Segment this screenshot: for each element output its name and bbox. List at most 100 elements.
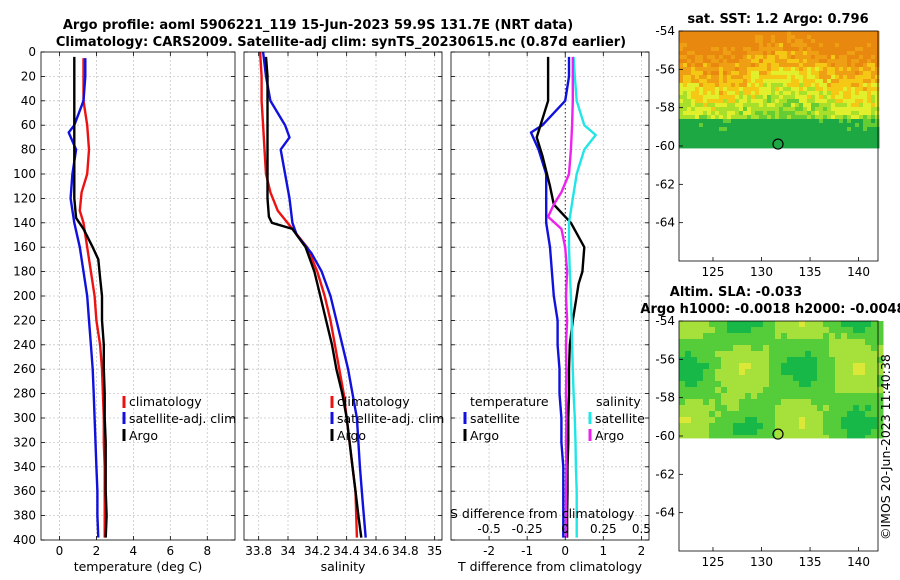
heatmap-cell (687, 107, 692, 112)
heatmap-cell (855, 59, 860, 64)
heatmap-cell (683, 35, 688, 40)
heatmap-cell (839, 111, 844, 116)
heatmap-cell (853, 357, 860, 364)
sst-map-panel: 125 130 135 140-54-56-58-60-62-64 (655, 24, 880, 279)
heatmap-cell (779, 119, 784, 124)
heatmap-cell (865, 321, 872, 328)
heatmap-cell (697, 351, 704, 358)
heatmap-cell (811, 91, 816, 96)
y-tick-label: 20 (21, 69, 36, 83)
heatmap-cell (877, 411, 884, 418)
heatmap-cell (759, 39, 764, 44)
heatmap-cell (807, 107, 812, 112)
heatmap-cell (727, 435, 734, 439)
heatmap-cell (819, 75, 824, 80)
heatmap-cell (703, 35, 708, 40)
heatmap-cell (679, 71, 684, 76)
heatmap-cell (687, 31, 692, 36)
heatmap-cell (743, 35, 748, 40)
heatmap-cell (853, 411, 860, 418)
heatmap-cell (815, 123, 820, 128)
heatmap-cell (823, 135, 828, 140)
heatmap-cell (859, 139, 864, 144)
heatmap-cell (763, 405, 770, 412)
heatmap-cell (691, 51, 696, 56)
heatmap-cell (715, 119, 720, 124)
heatmap-cell (735, 95, 740, 100)
heatmap-cell (703, 351, 710, 358)
heatmap-cell (733, 363, 740, 370)
heatmap-cell (781, 423, 788, 430)
heatmap-cell (719, 43, 724, 48)
heatmap-cell (755, 79, 760, 84)
heatmap-cell (805, 381, 812, 388)
heatmap-cell (727, 67, 732, 72)
heatmap-cell (871, 393, 878, 400)
heatmap-cell (851, 99, 856, 104)
heatmap-cell (687, 83, 692, 88)
heatmap-cell (875, 119, 880, 124)
heatmap-cell (819, 39, 824, 44)
heatmap-cell (735, 123, 740, 128)
heatmap-cell (695, 135, 700, 140)
heatmap-cell (687, 91, 692, 96)
heatmap-cell (865, 423, 872, 430)
heatmap-cell (791, 35, 796, 40)
heatmap-cell (707, 127, 712, 132)
heatmap-cell (695, 91, 700, 96)
heatmap-cell (827, 39, 832, 44)
heatmap-cell (823, 345, 830, 352)
heatmap-cell (871, 55, 876, 60)
heatmap-cell (783, 59, 788, 64)
heatmap-cell (679, 135, 684, 140)
heatmap-cell (733, 399, 740, 406)
heatmap-cell (759, 107, 764, 112)
heatmap-cell (853, 327, 860, 334)
heatmap-cell (747, 79, 752, 84)
heatmap-cell (775, 393, 782, 400)
heatmap-cell (829, 351, 836, 358)
heatmap-cell (711, 143, 716, 148)
heatmap-cell (691, 357, 698, 364)
heatmap-cell (863, 83, 868, 88)
heatmap-cell (815, 107, 820, 112)
heatmap-cell (735, 147, 740, 149)
heatmap-cell (767, 103, 772, 108)
heatmap-cell (695, 111, 700, 116)
heatmap-cell (859, 327, 866, 334)
heatmap-cell (859, 87, 864, 92)
heatmap-cell (823, 71, 828, 76)
heatmap-cell (719, 111, 724, 116)
heatmap-cell (805, 363, 812, 370)
heatmap-cell (815, 79, 820, 84)
heatmap-cell (803, 135, 808, 140)
heatmap-cell (747, 115, 752, 120)
heatmap-cell (811, 327, 818, 334)
heatmap-cell (841, 357, 848, 364)
heatmap-cell (787, 423, 794, 430)
heatmap-cell (863, 55, 868, 60)
heatmap-cell (755, 55, 760, 60)
heatmap-cell (745, 387, 752, 394)
heatmap-cell (743, 95, 748, 100)
heatmap-cell (859, 55, 864, 60)
heatmap-cell (787, 71, 792, 76)
heatmap-cell (719, 135, 724, 140)
heatmap-cell (799, 107, 804, 112)
heatmap-cell (721, 333, 728, 340)
heatmap-cell (877, 387, 884, 394)
heatmap-cell (721, 351, 728, 358)
heatmap-cell (793, 351, 800, 358)
heatmap-cell (839, 91, 844, 96)
heatmap-cell (875, 75, 880, 80)
heatmap-cell (875, 47, 880, 52)
heatmap-cell (783, 51, 788, 56)
heatmap-cell (697, 333, 704, 340)
heatmap-cell (755, 147, 760, 149)
heatmap-cell (731, 123, 736, 128)
heatmap-cell (771, 79, 776, 84)
x-axis-label: temperature (deg C) (74, 559, 203, 574)
heatmap-cell (799, 339, 806, 346)
heatmap-cell (815, 83, 820, 88)
heatmap-cell (709, 339, 716, 346)
